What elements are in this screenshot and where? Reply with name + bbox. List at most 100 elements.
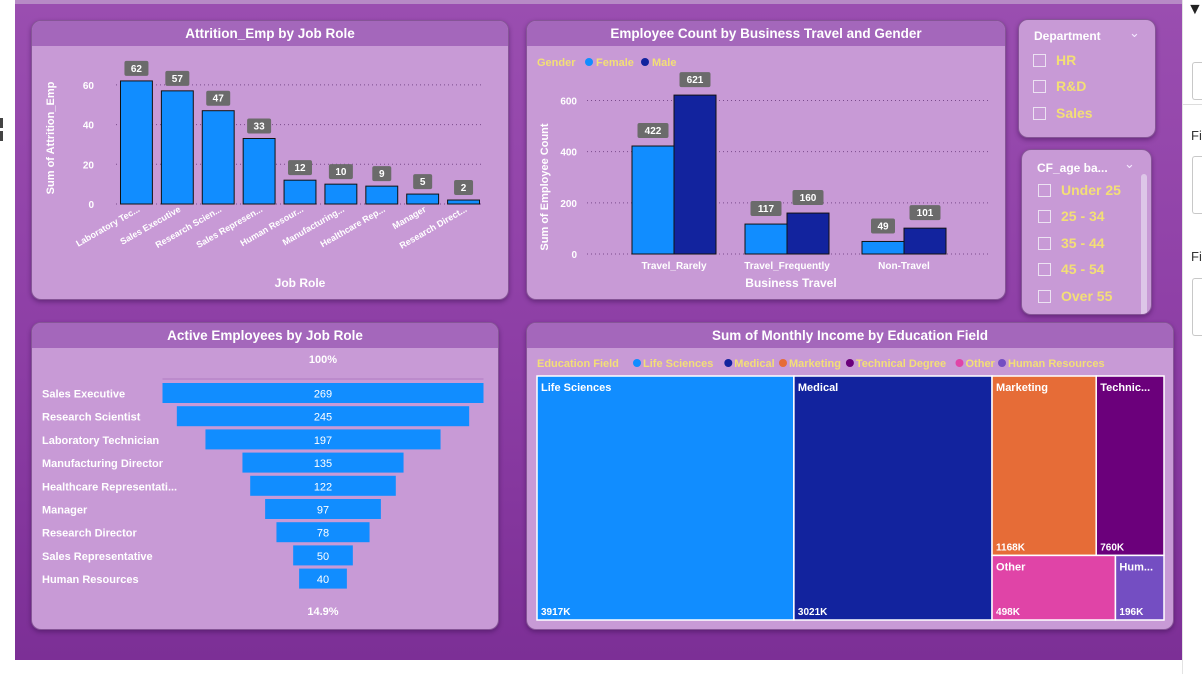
- attrition-data-label-bg: [454, 180, 474, 196]
- age-option-25-34[interactable]: 25 - 34: [1038, 206, 1105, 226]
- attrition-bar: [283, 179, 317, 205]
- age-option-under-25[interactable]: Under 25: [1038, 180, 1121, 200]
- travel-data-label: 422: [645, 126, 662, 137]
- department-slicer-title: Department: [1034, 29, 1101, 43]
- funnel-bar: [176, 406, 470, 427]
- legend-marker: [641, 58, 649, 66]
- x-tick-label: Travel_Rarely: [641, 261, 706, 272]
- age-option-45-54[interactable]: 45 - 54: [1038, 259, 1105, 279]
- report-top-border: [15, 0, 1182, 4]
- legend-label: Human Resources: [1008, 358, 1105, 370]
- funnel-value-label: 50: [317, 551, 329, 563]
- chevron-down-icon[interactable]: ⌄: [1129, 25, 1140, 40]
- funnel-category-label: Manager: [42, 505, 88, 517]
- checkbox-icon[interactable]: [1033, 79, 1046, 93]
- legend-marker: [955, 359, 964, 367]
- attrition-data-label: 12: [294, 163, 306, 174]
- attrition-chart-panel[interactable]: Attrition_Emp by Job Role 0 20 40 60 62 Labor…: [31, 20, 509, 300]
- age-slicer-scrollbar[interactable]: [1141, 174, 1147, 314]
- department-option-label: HR: [1056, 52, 1077, 68]
- checkbox-icon[interactable]: [1038, 236, 1051, 250]
- attrition-data-label: 62: [131, 64, 143, 75]
- treemap-value-label: 3021K: [798, 607, 828, 618]
- travel-chart-title: Employee Count by Business Travel and Ge…: [527, 21, 1005, 46]
- legend-label: Marketing: [789, 358, 841, 370]
- attrition-data-label: 10: [335, 167, 347, 178]
- treemap-tile: [536, 375, 795, 621]
- treemap-tile-label: Medical: [798, 382, 838, 394]
- department-option-rd[interactable]: R&D: [1033, 76, 1086, 96]
- funnel-bottom-percent: 14.9%: [307, 606, 338, 618]
- checkbox-icon[interactable]: [1033, 106, 1046, 120]
- filter-icon[interactable]: ▼: [1187, 1, 1202, 18]
- legend-marker: [845, 359, 854, 367]
- filter-card[interactable]: [1192, 156, 1202, 214]
- age-band-slicer[interactable]: CF_age ba... ⌄ Under 25 25 - 34 35 - 44 …: [1021, 149, 1152, 315]
- funnel-category-label: Human Resources: [42, 574, 139, 586]
- y-tick-label: 400: [560, 148, 577, 159]
- legend-label: Male: [652, 57, 676, 69]
- attrition-data-label: 47: [213, 94, 225, 105]
- attrition-bar: [365, 185, 399, 205]
- department-slicer[interactable]: Department ⌄ HR R&D Sales: [1018, 19, 1156, 138]
- age-option-label: 25 - 34: [1061, 208, 1105, 224]
- x-axis-title: Job Role: [275, 276, 326, 290]
- travel-chart-panel[interactable]: Employee Count by Business Travel and Ge…: [526, 20, 1006, 300]
- attrition-data-label-bg: [247, 118, 272, 134]
- age-option-label: Under 25: [1061, 182, 1121, 198]
- y-tick-label: 40: [83, 121, 95, 132]
- attrition-data-label-bg: [372, 166, 392, 182]
- treemap-chart-panel[interactable]: Sum of Monthly Income by Education Field…: [526, 322, 1174, 630]
- legend-marker: [633, 359, 641, 367]
- age-option-label: 45 - 54: [1061, 261, 1105, 277]
- funnel-category-label: Sales Executive: [42, 389, 125, 401]
- department-option-sales[interactable]: Sales: [1033, 103, 1093, 123]
- attrition-bar: [201, 110, 235, 205]
- travel-data-label-bg: [679, 72, 711, 88]
- department-option-hr[interactable]: HR: [1033, 50, 1076, 70]
- funnel-bar: [299, 568, 347, 589]
- funnel-bar: [162, 383, 484, 403]
- chevron-down-icon[interactable]: ⌄: [1124, 156, 1135, 171]
- attrition-data-label-bg: [413, 174, 433, 190]
- funnel-category-label: Research Scientist: [42, 412, 141, 424]
- funnel-chart-panel[interactable]: Active Employees by Job Role 100% 269 Sale…: [31, 322, 499, 630]
- funnel-bar: [250, 475, 396, 496]
- travel-data-label: 49: [877, 221, 889, 232]
- funnel-value-label: 269: [314, 389, 332, 401]
- age-option-label: Over 55: [1061, 288, 1113, 304]
- attrition-chart-title: Attrition_Emp by Job Role: [32, 21, 508, 46]
- department-option-label: R&D: [1056, 78, 1087, 94]
- age-option-over-55[interactable]: Over 55: [1038, 286, 1112, 306]
- legend-marker: [998, 359, 1006, 367]
- funnel-chart-title: Active Employees by Job Role: [32, 323, 498, 348]
- funnel-bar: [242, 452, 404, 473]
- funnel-category-label: Research Director: [42, 528, 137, 540]
- checkbox-icon[interactable]: [1038, 262, 1051, 276]
- treemap-tile-label: Other: [996, 561, 1026, 573]
- travel-data-label: 117: [758, 204, 775, 215]
- funnel-category-label: Sales Representative: [42, 551, 153, 563]
- y-tick-label: 0: [88, 200, 94, 211]
- filter-search-box[interactable]: [1192, 62, 1202, 100]
- funnel-category-label: Healthcare Representati...: [42, 481, 177, 493]
- checkbox-icon[interactable]: [1038, 209, 1051, 223]
- y-tick-label: 600: [560, 96, 577, 107]
- attrition-data-label: 33: [254, 121, 266, 132]
- treemap-value-label: 1168K: [996, 542, 1026, 553]
- funnel-value-label: 135: [314, 458, 332, 470]
- travel-bar-male: [903, 227, 947, 255]
- checkbox-icon[interactable]: [1033, 53, 1046, 67]
- filters-pane[interactable]: ▼ Fi Fi: [1182, 0, 1202, 674]
- left-tick: [0, 131, 3, 141]
- checkbox-icon[interactable]: [1038, 183, 1051, 197]
- legend-label: Medical: [734, 358, 774, 370]
- travel-bar-male: [786, 212, 830, 255]
- attrition-bar: [447, 199, 481, 205]
- checkbox-icon[interactable]: [1038, 289, 1051, 303]
- travel-data-label: 160: [800, 193, 817, 204]
- filter-card[interactable]: [1192, 278, 1202, 336]
- age-option-35-44[interactable]: 35 - 44: [1038, 233, 1105, 253]
- travel-data-label-bg: [750, 201, 782, 217]
